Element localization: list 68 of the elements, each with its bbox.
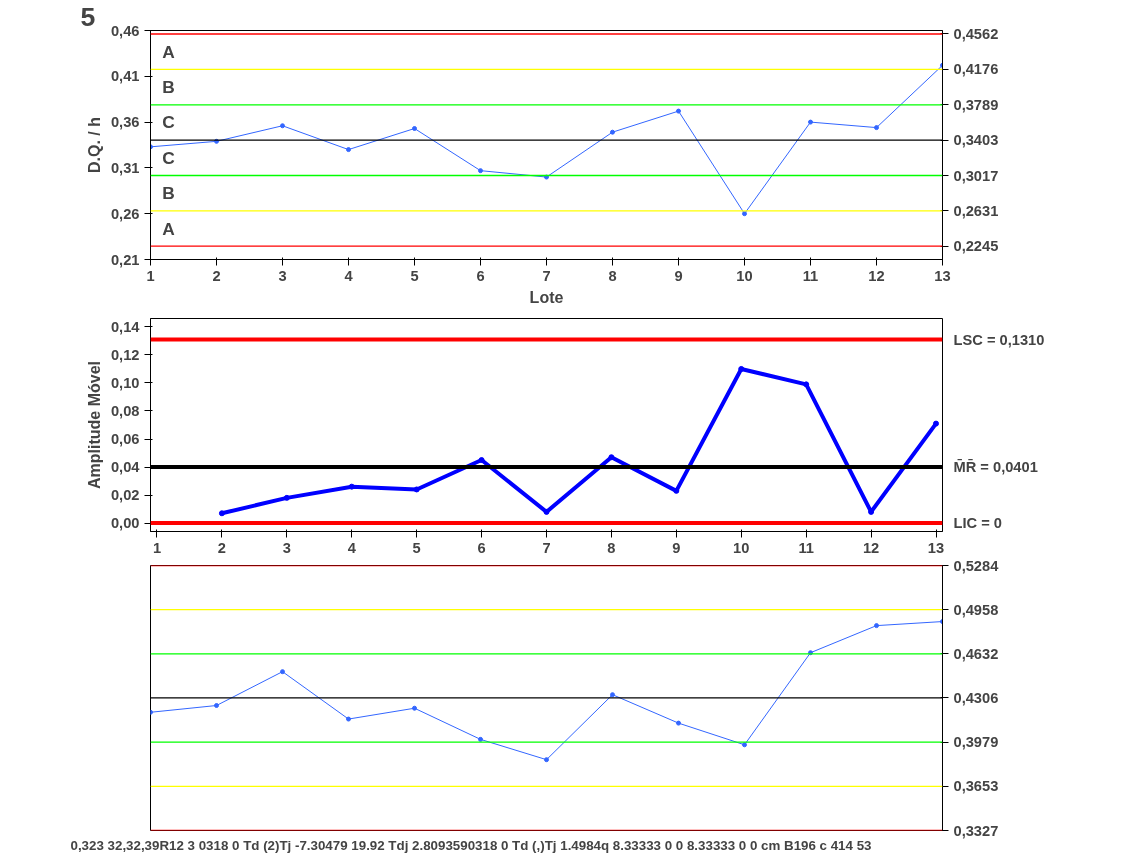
y-tick-label: 0,46	[110, 22, 140, 39]
x-tick-label: 10	[733, 539, 750, 556]
y-tick-label: 0,4958	[953, 601, 999, 618]
y-tick-label: 0,21	[110, 251, 140, 268]
x-tick-label: 6	[477, 539, 486, 556]
y-tick-label: 0,12	[110, 346, 140, 363]
y2-tick-label: 0,4562	[953, 25, 999, 42]
y-tick-label: 0,5284	[953, 557, 1000, 574]
x-tick-label: 11	[798, 539, 814, 556]
x-tick-label: 4	[347, 539, 357, 556]
y-tick-label: 0,14	[110, 318, 141, 335]
annotation: B	[162, 77, 175, 98]
y-axis-title: Amplitude Móvel	[85, 360, 103, 489]
y-tick-label: 0,00	[110, 515, 140, 532]
y-tick-label: 0,36	[110, 114, 140, 131]
y2-tick-label: 0,4176	[953, 61, 999, 78]
y-tick-label: 0,02	[110, 487, 140, 504]
y-tick-label: 0,3653	[953, 778, 999, 795]
y-tick-label: 0,4632	[953, 645, 999, 662]
y-axis-title: D.Q. / h	[85, 117, 103, 173]
x-tick-label: 12	[868, 267, 885, 284]
x-tick-label: 2	[217, 539, 226, 556]
y-tick-label: 0,10	[110, 374, 140, 391]
y2-tick-label: 0,3789	[953, 96, 999, 113]
x-tick-label: 7	[542, 539, 551, 556]
y-tick-label: 0,31	[110, 159, 140, 176]
y2-tick-label: 0,3017	[953, 167, 999, 184]
x-tick-label: 6	[476, 267, 485, 284]
x-tick-label: 11	[802, 267, 819, 284]
x-tick-label: 9	[672, 539, 681, 556]
x-tick-label: 8	[607, 539, 616, 556]
y-tick-label: 0,26	[110, 205, 140, 222]
x-tick-label: 10	[736, 267, 753, 284]
y2-tick-label: 0,3403	[953, 132, 999, 149]
x-axis-title: Lote	[529, 288, 564, 306]
annotation: B	[162, 183, 175, 204]
text: 0,323 32,32,39R12 3 0318 0 Td (2)Tj -7.30479 19.92 Tdj 2.8093590318 0 Td (,)Tj 1.4984q 8.33333 0 0 8.33333 0 0 cm B196 c 414 53	[70, 837, 872, 853]
x-tick-label: 1	[146, 267, 155, 284]
x-tick-label: 1	[152, 539, 162, 556]
y2-tick-label: 0,2631	[953, 202, 999, 219]
annotation: C	[162, 112, 176, 133]
y-tick-label: 0,04	[110, 459, 141, 476]
x-tick-label: 13	[927, 539, 945, 556]
x-tick-label: 12	[862, 539, 880, 556]
x-tick-label: 7	[542, 267, 551, 284]
y-tick-label: 0,3327	[953, 822, 999, 839]
x-tick-label: 13	[934, 267, 951, 284]
y-tick-label: 0,4306	[953, 689, 999, 706]
x-tick-label: 2	[212, 267, 221, 284]
ref-line-label: LSC = 0,1310	[953, 331, 1045, 348]
x-tick-label: 5	[412, 539, 421, 556]
y-tick-label: 0,06	[110, 431, 140, 448]
x-tick-label: 4	[344, 267, 354, 284]
x-tick-label: 3	[282, 539, 291, 556]
chart-title: 5	[80, 1, 96, 32]
y2-tick-label: 0,2245	[953, 238, 999, 255]
annotation: C	[162, 147, 176, 168]
ref-line-label: LIC = 0	[953, 515, 1002, 532]
y-tick-label: 0,41	[110, 68, 140, 85]
x-tick-label: 8	[608, 267, 617, 284]
x-tick-label: 5	[410, 267, 419, 284]
annotation: A	[162, 218, 176, 239]
y-tick-label: 0,3979	[953, 734, 999, 751]
x-tick-label: 9	[674, 267, 683, 284]
annotation: A	[162, 41, 176, 62]
ref-line-label: M̄R̄ = 0,0401	[953, 458, 1038, 475]
x-tick-label: 3	[278, 267, 287, 284]
y-tick-label: 0,08	[110, 402, 140, 419]
